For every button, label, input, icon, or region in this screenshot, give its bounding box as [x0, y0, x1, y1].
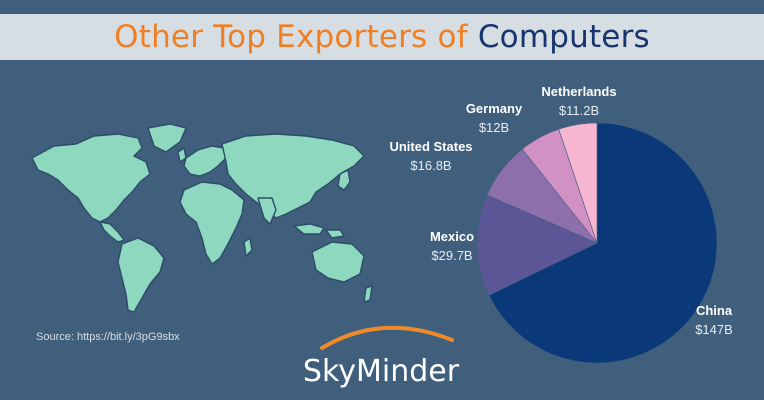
label-name: Germany: [465, 101, 523, 116]
label-value: $11.2B: [558, 103, 600, 118]
chart-title: Other Top Exporters of Computers: [114, 19, 650, 55]
label-value: $12B: [478, 120, 510, 135]
label-value: $147B: [695, 322, 733, 337]
title-part-orange: Other Top Exporters of: [114, 19, 468, 55]
world-map-icon: [31, 123, 373, 313]
pie-label-mexico: Mexico $29.7B: [412, 229, 492, 263]
pie-slice-china: [488, 122, 718, 364]
label-name: Netherlands: [541, 84, 617, 99]
label-value: $16.8B: [410, 158, 452, 173]
source-note: Source: https://bit.ly/3pG9sbx: [36, 331, 180, 343]
pie-label-netherlands: Netherlands $11.2B: [524, 84, 634, 118]
label-name: United States: [389, 139, 473, 154]
orange-arc-icon: [320, 325, 454, 350]
brand-name: SkyMinder: [302, 354, 460, 389]
skyminder-logo: SkyMinder: [286, 318, 476, 394]
pie-label-united-states: United States $16.8B: [376, 139, 486, 173]
title-bar: Other Top Exporters of Computers: [0, 14, 764, 60]
pie-slice-netherlands: [558, 122, 598, 244]
label-value: $29.7B: [431, 248, 473, 263]
label-name: China: [695, 303, 733, 318]
title-part-navy: Computers: [477, 19, 650, 55]
pie-label-china: China $147B: [678, 303, 750, 337]
pie-label-germany: Germany $12B: [454, 101, 534, 135]
pie-slice-mexico: [476, 194, 598, 296]
pie-chart: [476, 122, 718, 364]
label-name: Mexico: [429, 229, 475, 244]
